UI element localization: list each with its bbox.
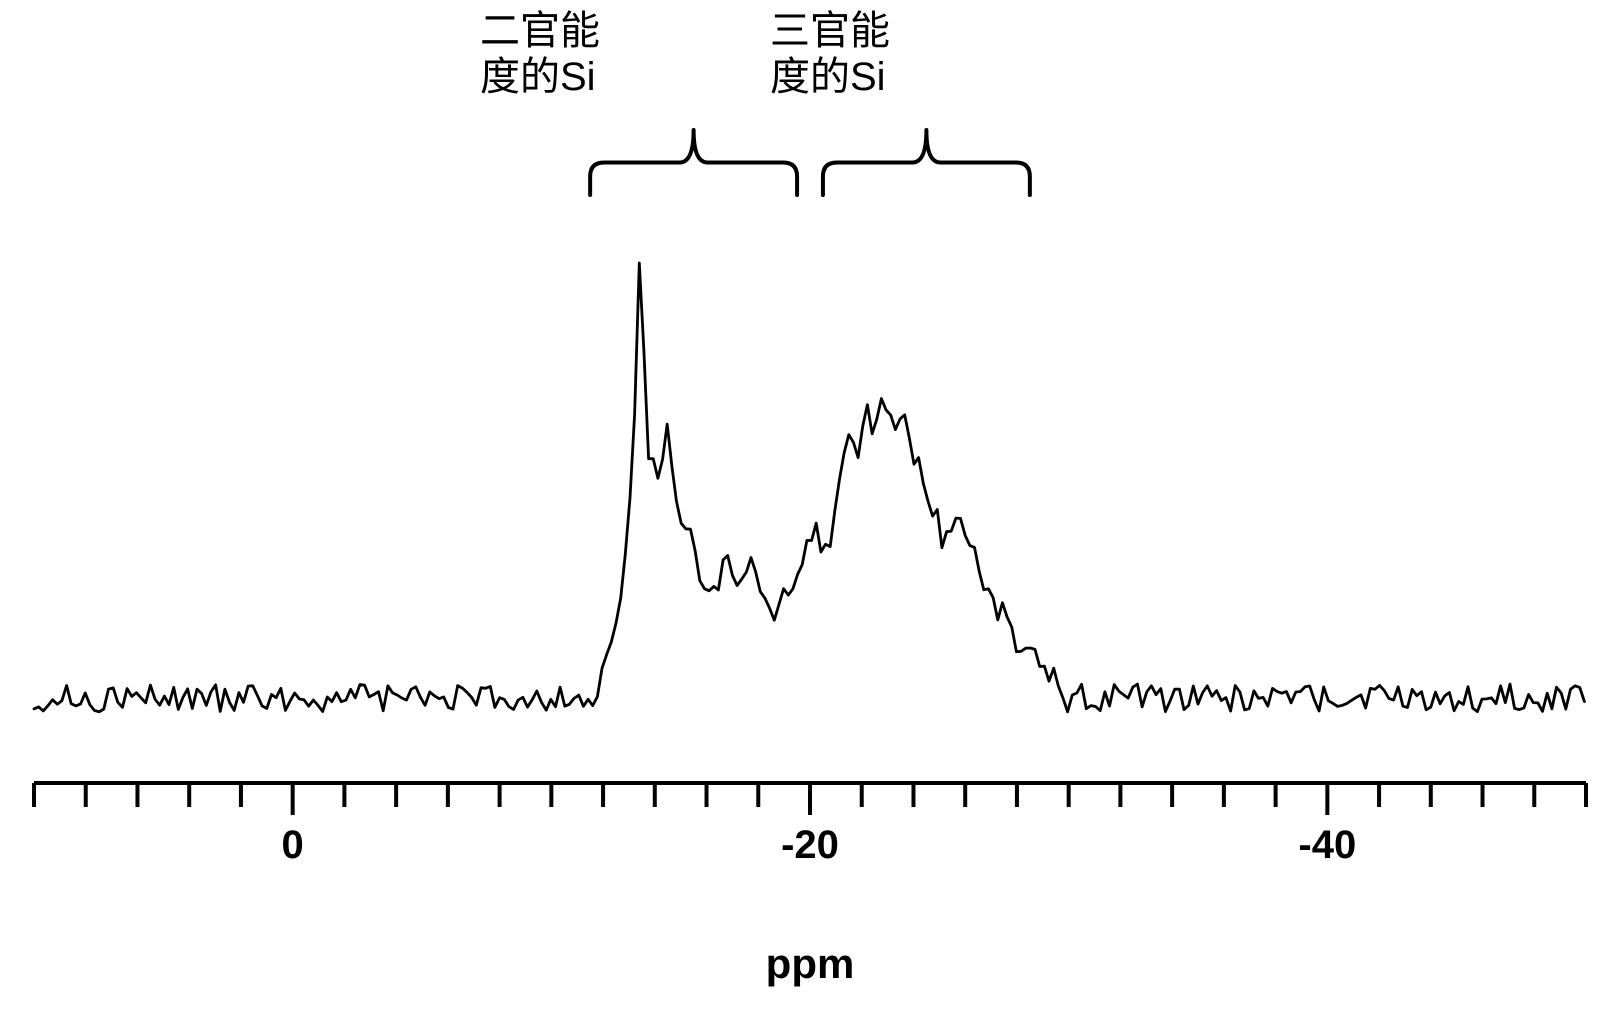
- spectrum-trace: [34, 263, 1584, 712]
- brace: [823, 130, 1030, 195]
- figure-root: 二官能 度的Si 三官能 度的Si 0-20-40 ppm: [0, 0, 1624, 1015]
- x-tick-label: 0: [282, 823, 304, 868]
- brace: [590, 130, 797, 195]
- x-axis-label: ppm: [750, 940, 870, 988]
- x-tick-label: -20: [781, 823, 839, 868]
- x-tick-label: -40: [1298, 823, 1356, 868]
